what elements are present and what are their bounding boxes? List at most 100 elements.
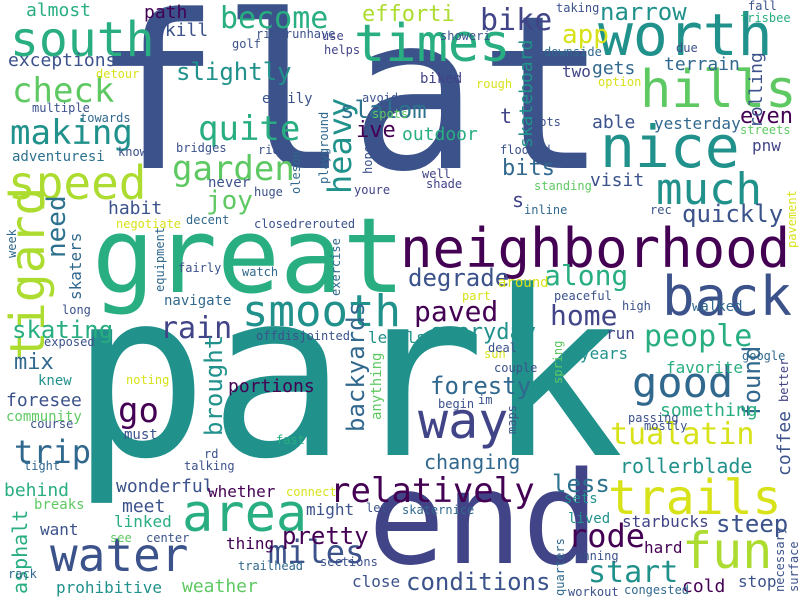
word-bits: bits (502, 156, 555, 181)
word-must: must (124, 427, 158, 443)
word-two: two (562, 62, 591, 81)
word-center: center (146, 531, 190, 545)
word-well: well (422, 167, 451, 181)
word-speed: speed (8, 156, 147, 210)
word-noting: noting (126, 373, 170, 387)
word-begin: begin (438, 397, 475, 411)
word-rolling: rolling (746, 52, 767, 128)
word-miles: miles (268, 533, 365, 571)
word-surface: surface (787, 541, 800, 592)
word-bridges: bridges (176, 141, 227, 155)
word-trails: trails (608, 470, 782, 526)
word-biked: biked (420, 71, 463, 87)
word-less: less (552, 470, 610, 498)
word-close: close (352, 572, 401, 591)
word-times: times (354, 14, 511, 74)
word-rode: rode (568, 517, 646, 555)
word-visit: visit (590, 170, 645, 191)
word-good: good (632, 358, 734, 407)
word-hard: hard (644, 538, 683, 557)
word-google: google (742, 349, 786, 363)
word-degrade: degrade (408, 264, 510, 292)
word-long: long (62, 303, 91, 317)
word-playground: playground (317, 111, 331, 184)
word-rd: rd (204, 447, 219, 461)
word-fun: fun (682, 522, 773, 580)
word-making: making (10, 113, 133, 153)
word-hope: hope (361, 145, 375, 174)
word-skill: skill (154, 20, 209, 41)
word-skateboard: skateboard (516, 39, 537, 148)
word-youre: youre (354, 183, 391, 197)
word-trip: trip (14, 433, 92, 471)
word-spots: spots (372, 107, 409, 121)
word-pretty: pretty (282, 522, 369, 550)
word-behind: behind (4, 480, 70, 501)
word-golf: golf (232, 37, 261, 51)
word-fairly: fairly (178, 261, 222, 275)
word-meet: meet (122, 496, 166, 517)
word-equipment: equipment (153, 226, 167, 292)
word-streets: streets (740, 123, 791, 137)
word-exercise: exercise (329, 238, 343, 296)
word-cold: cold (682, 576, 726, 597)
word-trailhead: trailhead (238, 559, 304, 573)
word-garden: garden (172, 149, 295, 189)
word-negotiate: negotiate (116, 217, 182, 231)
word-whether: whether (208, 482, 276, 501)
word-favorite: favorite (666, 358, 744, 377)
word-rack: rack (8, 567, 37, 581)
word-multiple: multiple (32, 101, 90, 115)
word-foresty: foresty (430, 372, 532, 400)
word-exceptions: exceptions (8, 50, 117, 71)
word-foresee: foresee (6, 390, 82, 411)
word-detour: detour (96, 67, 140, 81)
word-steep: steep (716, 510, 789, 538)
word-offdisjointed: offdisjointed (256, 329, 350, 343)
word-walked: walked (692, 299, 743, 315)
word-terrain: terrain (664, 54, 740, 75)
word-flat: flat (92, 0, 608, 219)
word-changing: changing (424, 450, 521, 474)
word-coffee: coffee (774, 410, 795, 476)
word-path: path (144, 2, 188, 23)
word-even: even (740, 104, 793, 129)
word-way: way (418, 392, 509, 450)
word-t: t (500, 104, 513, 128)
word-hills: hills (640, 60, 797, 120)
word-around: around (498, 275, 549, 291)
word-downside: downside (544, 45, 602, 59)
word-run: run (606, 324, 635, 343)
word-peaceful: peaceful (554, 289, 612, 303)
word-maps: maps (505, 405, 519, 434)
word-able: able (592, 112, 636, 133)
word-bike: bike (480, 3, 553, 38)
word-back: back (662, 265, 793, 328)
word-portions: portions (228, 376, 315, 397)
word-prohibitive: prohibitive (56, 578, 162, 597)
word-flooded: flooded (500, 143, 551, 157)
word-wonderful: wonderful (116, 476, 214, 497)
word-rollerblade: rollerblade (620, 454, 753, 478)
word-smooth: smooth (242, 286, 401, 337)
word-use: use (322, 29, 344, 43)
word-high: high (622, 299, 651, 313)
word-pnw: pnw (752, 136, 781, 155)
word-go: go (118, 391, 159, 431)
word-easily: easily (262, 91, 313, 107)
word-sections: sections (320, 555, 378, 569)
word-nice: nice (600, 113, 740, 181)
word-brought: brought (200, 334, 228, 436)
word-adventuresi: adventuresi (12, 149, 105, 165)
word-home: home (550, 299, 618, 332)
word-conditions: conditions (406, 568, 551, 596)
word-rain: rain (160, 311, 233, 346)
word-years: years (580, 344, 629, 363)
word-decent: decent (186, 213, 230, 227)
word-pavement: pavement (785, 190, 799, 248)
word-never: never (208, 175, 251, 191)
word-yesterday: yesterday (654, 114, 741, 133)
word-weather: weather (182, 576, 258, 597)
word-navigate: navigate (164, 293, 232, 309)
word-tight: tight (24, 459, 61, 473)
